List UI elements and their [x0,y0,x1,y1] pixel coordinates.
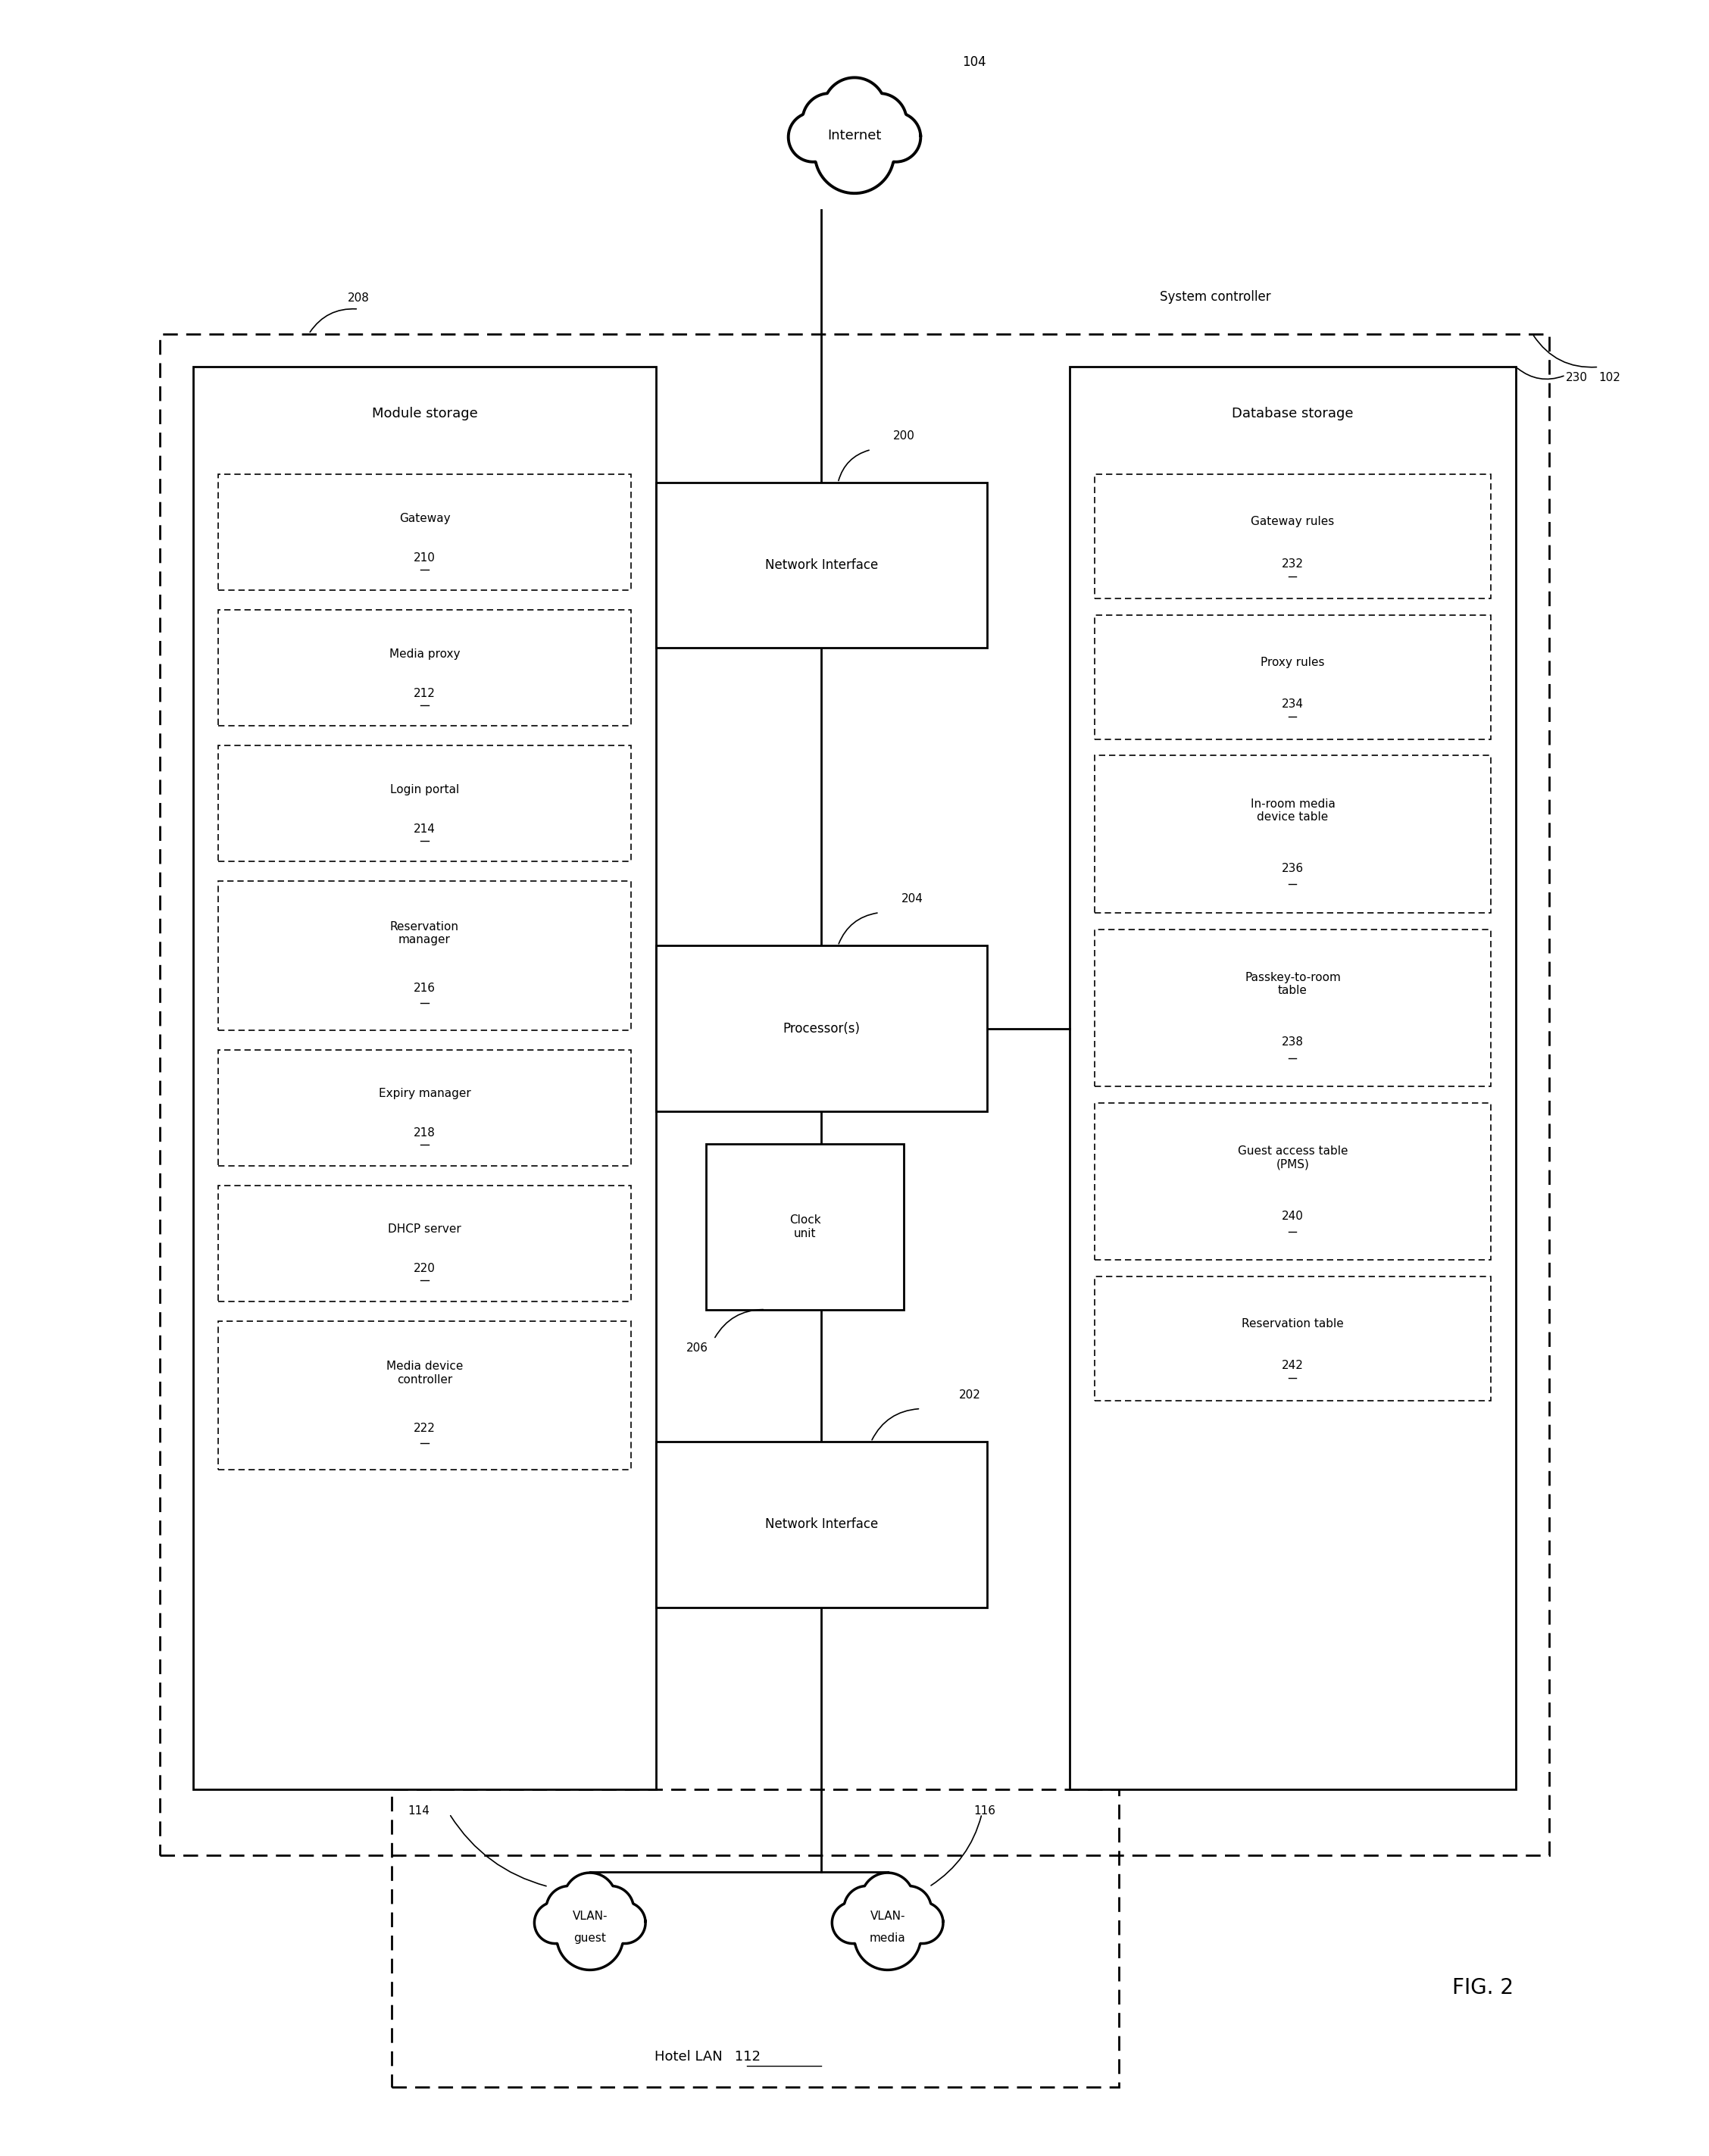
Text: 208: 208 [347,293,369,304]
Text: 104: 104 [962,56,986,69]
Text: Database storage: Database storage [1232,407,1354,420]
Text: Passkey-to-room
table: Passkey-to-room table [1244,972,1342,996]
Bar [1094,474,1492,599]
Text: FIG. 2: FIG. 2 [1453,1977,1514,1999]
Bar [1070,367,1516,1789]
Polygon shape [788,78,921,194]
Text: VLAN-: VLAN- [573,1910,607,1921]
Bar [391,1789,1119,2087]
Text: guest: guest [574,1932,607,1943]
Bar [656,1442,986,1606]
Text: 114: 114 [408,1805,431,1818]
Text: VLAN-: VLAN- [870,1910,906,1921]
Bar [656,946,986,1110]
Text: 214: 214 [414,824,436,834]
Text: 242: 242 [1282,1360,1304,1371]
Text: System controller: System controller [1160,291,1271,304]
Bar [1094,1276,1492,1401]
Polygon shape [535,1874,646,1971]
Bar [217,882,631,1031]
Text: Hotel LAN: Hotel LAN [655,2050,723,2063]
Text: Processor(s): Processor(s) [783,1022,860,1035]
Text: Reservation
manager: Reservation manager [390,921,460,946]
Text: DHCP server: DHCP server [388,1225,461,1235]
Text: Module storage: Module storage [371,407,477,420]
Text: Media device
controller: Media device controller [386,1360,463,1386]
Text: Media proxy: Media proxy [390,649,460,660]
Bar [1094,614,1492,740]
Text: media: media [870,1932,906,1943]
Text: Expiry manager: Expiry manager [378,1089,470,1100]
Text: Gateway rules: Gateway rules [1251,515,1335,528]
Text: 232: 232 [1282,558,1304,569]
Text: 240: 240 [1282,1210,1304,1222]
Text: 218: 218 [414,1128,436,1138]
Text: 116: 116 [974,1805,996,1818]
Bar [706,1145,904,1309]
Text: 216: 216 [414,983,436,994]
Text: 204: 204 [901,893,923,903]
Polygon shape [832,1874,943,1971]
Text: 222: 222 [414,1423,436,1434]
Text: 220: 220 [414,1263,436,1274]
Bar [217,1050,631,1166]
Text: 200: 200 [894,429,914,442]
Text: Network Interface: Network Interface [766,558,878,571]
Text: Internet: Internet [827,129,882,142]
Bar [1094,929,1492,1087]
Bar [217,1322,631,1470]
Bar [656,483,986,649]
Bar [217,474,631,591]
Text: 230: 230 [1565,373,1588,384]
Bar [193,367,656,1789]
Text: Login portal: Login portal [390,785,460,796]
Text: 238: 238 [1282,1037,1304,1048]
Text: Gateway: Gateway [398,513,449,524]
Text: Reservation table: Reservation table [1242,1317,1343,1330]
Text: In-room media
device table: In-room media device table [1251,798,1335,824]
Bar [1094,1104,1492,1259]
Text: 202: 202 [959,1388,981,1401]
Text: 112: 112 [730,2050,761,2063]
Bar [217,610,631,727]
Bar [217,1186,631,1302]
Text: 102: 102 [1598,373,1620,384]
Bar [217,746,631,862]
Text: 236: 236 [1282,862,1304,875]
Bar [161,334,1548,1854]
Text: Guest access table
(PMS): Guest access table (PMS) [1237,1145,1348,1171]
Text: Proxy rules: Proxy rules [1261,655,1324,668]
Bar [1094,755,1492,912]
Text: Network Interface: Network Interface [766,1518,878,1531]
Text: 234: 234 [1282,699,1304,709]
Text: 210: 210 [414,552,436,563]
Text: 212: 212 [414,688,436,699]
Text: 206: 206 [687,1343,709,1354]
Text: Clock
unit: Clock unit [790,1214,820,1240]
